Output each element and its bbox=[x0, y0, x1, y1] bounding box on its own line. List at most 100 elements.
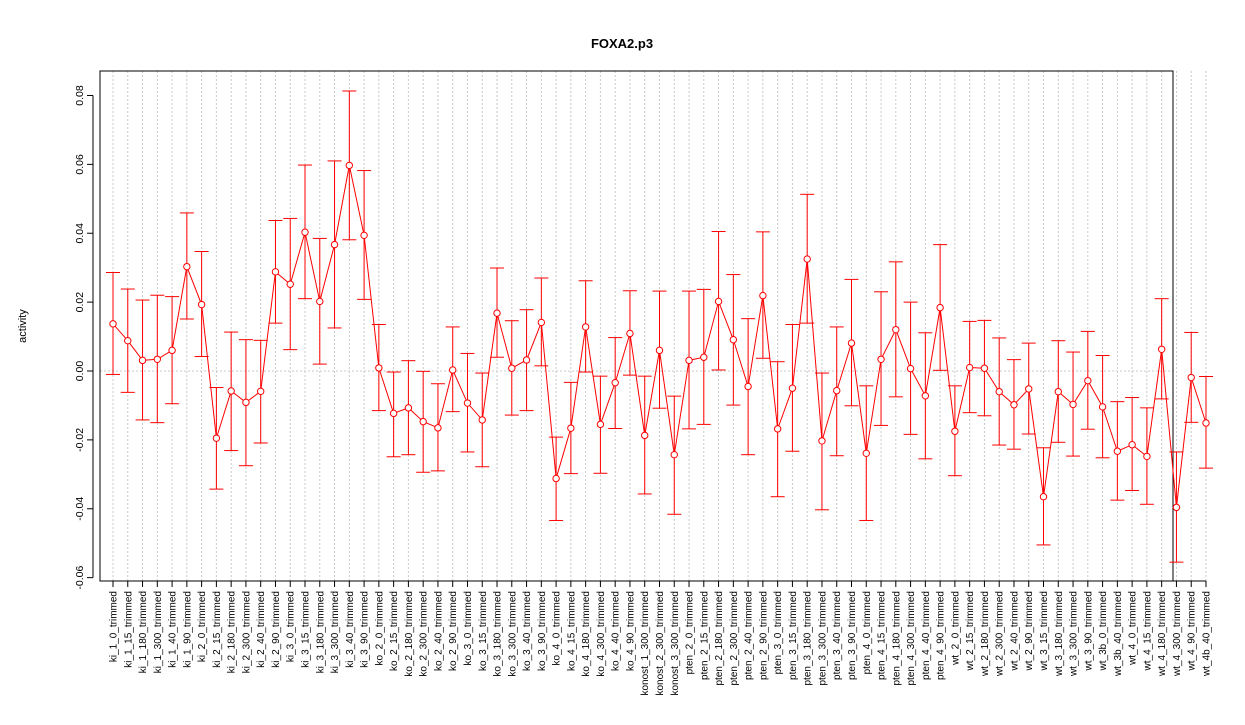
data-point bbox=[1084, 376, 1092, 385]
x-tick-label: konost_1_300_trimmed bbox=[640, 591, 651, 696]
data-point bbox=[404, 404, 413, 412]
x-tick-label: pten_2_40_trimmed bbox=[744, 591, 755, 680]
x-tick-label: wt_4_0_trimmed bbox=[1128, 591, 1139, 666]
x-tick-label: ko_2_40_trimmed bbox=[433, 591, 444, 671]
data-point bbox=[788, 384, 797, 392]
data-point bbox=[980, 364, 989, 372]
x-tick-label: pten_4_40_trimmed bbox=[921, 591, 932, 680]
x-tick-label: pten_3_300_trimmed bbox=[817, 591, 828, 686]
x-tick-label: ki_1_0_trimmed bbox=[109, 591, 120, 662]
x-tick-label: ko_2_90_trimmed bbox=[448, 591, 459, 671]
data-point bbox=[892, 325, 900, 334]
data-point bbox=[227, 387, 235, 395]
x-tick-label: ko_2_180_trimmed bbox=[404, 591, 415, 677]
x-tick-label: wt_2_180_trimmed bbox=[980, 591, 991, 677]
data-point bbox=[700, 353, 708, 361]
x-tick-label: ko_4_180_trimmed bbox=[581, 591, 592, 677]
x-tick-label: wt_3_180_trimmed bbox=[1054, 591, 1065, 677]
x-tick-label: ko_3_180_trimmed bbox=[493, 591, 504, 677]
x-tick-label: ko_3_0_trimmed bbox=[463, 591, 474, 665]
data-point bbox=[1157, 345, 1166, 354]
data-point bbox=[921, 392, 930, 400]
data-point bbox=[1039, 493, 1048, 501]
x-tick-label: pten_4_180_trimmed bbox=[891, 591, 902, 686]
data-point bbox=[670, 450, 678, 459]
data-point bbox=[389, 409, 398, 418]
data-point bbox=[522, 356, 531, 364]
x-tick-label: wt_4_180_trimmed bbox=[1157, 591, 1168, 677]
data-point bbox=[360, 231, 368, 240]
x-tick-label: pten_3_0_trimmed bbox=[773, 591, 784, 674]
x-tick-label: pten_2_0_trimmed bbox=[685, 591, 696, 674]
x-tick-label: pten_4_0_trimmed bbox=[862, 591, 873, 674]
data-point bbox=[626, 329, 634, 338]
data-point bbox=[345, 161, 354, 170]
data-point bbox=[641, 431, 649, 440]
data-point bbox=[153, 355, 162, 363]
data-point bbox=[581, 323, 590, 331]
data-point bbox=[833, 386, 841, 395]
x-tick-label: pten_3_90_trimmed bbox=[847, 591, 858, 680]
series-layer bbox=[106, 90, 1213, 563]
y-tick-label: 0.06 bbox=[74, 154, 86, 175]
chart-title: FOXA2.p3 bbox=[591, 36, 653, 51]
x-tick-label: ki_3_90_trimmed bbox=[360, 591, 371, 668]
data-point bbox=[242, 398, 250, 407]
x-tick-label: ki_1_15_trimmed bbox=[123, 591, 134, 668]
x-tick-label: ki_3_40_trimmed bbox=[345, 591, 356, 668]
y-tick-label: -0.02 bbox=[74, 428, 86, 452]
x-tick-label: pten_3_180_trimmed bbox=[803, 591, 814, 686]
x-tick-label: konost_3_300_trimmed bbox=[670, 591, 681, 696]
data-point bbox=[375, 364, 383, 372]
x-tick-label: wt_2_0_trimmed bbox=[950, 591, 961, 666]
data-point bbox=[197, 300, 206, 309]
x-tick-label: wt_3b_0_trimmed bbox=[1098, 591, 1109, 671]
data-point bbox=[936, 303, 944, 312]
x-tick-label: ki_2_15_trimmed bbox=[212, 591, 223, 668]
data-point bbox=[1202, 419, 1210, 427]
data-point bbox=[611, 379, 619, 387]
x-tick-label: ki_1_40_trimmed bbox=[168, 591, 179, 668]
y-tick-label: 0.04 bbox=[74, 223, 86, 244]
data-point bbox=[759, 291, 767, 300]
data-point bbox=[1098, 403, 1107, 411]
y-tick-label: -0.06 bbox=[74, 566, 86, 590]
axes-layer: -0.06 -0.04 -0.02 0.00 0.02 0.04 0.06 0.08 ki_1_… bbox=[74, 70, 1212, 696]
x-tick-label: wt_3_300_trimmed bbox=[1069, 591, 1080, 677]
data-point bbox=[316, 297, 324, 306]
x-tick-label: wt_4b_40_trimmed bbox=[1201, 591, 1212, 677]
x-tick-label: ki_2_180_trimmed bbox=[227, 591, 238, 673]
data-point bbox=[773, 425, 782, 433]
data-point bbox=[1172, 503, 1181, 512]
x-tick-label: ki_3_300_trimmed bbox=[330, 591, 341, 673]
data-point bbox=[286, 280, 294, 288]
x-tick-label: ki_1_180_trimmed bbox=[138, 591, 149, 673]
y-tick-label: 0.00 bbox=[74, 361, 86, 382]
x-tick-label: pten_4_15_trimmed bbox=[877, 591, 888, 680]
data-point bbox=[1054, 387, 1062, 396]
data-point bbox=[906, 364, 915, 373]
data-point bbox=[168, 346, 176, 355]
x-tick-label: ko_4_0_trimmed bbox=[552, 591, 563, 665]
data-point bbox=[257, 387, 265, 396]
data-point bbox=[1143, 452, 1151, 461]
x-tick-label: ko_4_90_trimmed bbox=[625, 591, 636, 671]
x-tick-label: pten_2_90_trimmed bbox=[758, 591, 769, 680]
x-tick-label: ki_3_0_trimmed bbox=[286, 591, 297, 662]
x-tick-label: ki_2_300_trimmed bbox=[241, 591, 252, 673]
data-point bbox=[493, 309, 501, 317]
data-point bbox=[744, 382, 752, 391]
x-tick-label: ko_3_90_trimmed bbox=[537, 591, 548, 671]
data-point bbox=[877, 355, 885, 363]
x-tick-label: ko_4_15_trimmed bbox=[566, 591, 577, 671]
x-tick-label: ki_2_90_trimmed bbox=[271, 591, 282, 668]
data-point bbox=[1187, 373, 1195, 382]
x-tick-label: ko_4_300_trimmed bbox=[596, 591, 607, 677]
data-point bbox=[419, 417, 427, 426]
data-point bbox=[803, 255, 811, 263]
x-tick-label: ki_3_15_trimmed bbox=[301, 591, 312, 668]
data-point bbox=[1010, 401, 1018, 409]
data-point bbox=[596, 420, 605, 429]
data-point bbox=[1128, 441, 1136, 449]
data-point bbox=[685, 356, 693, 365]
